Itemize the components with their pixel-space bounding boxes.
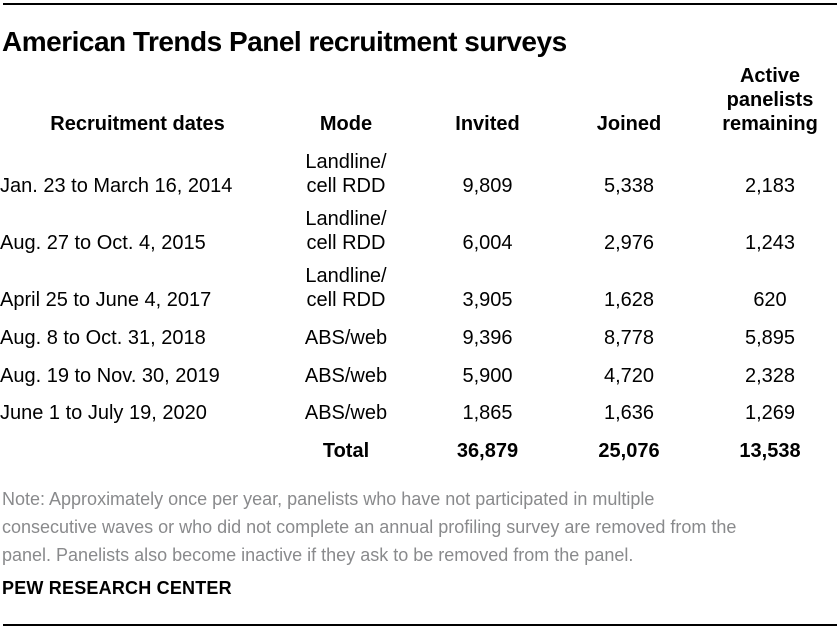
date-cell: June 1 to July 19, 2020 [0,402,207,424]
mode-line: Landline/ [305,265,387,287]
bottom-rule [3,624,837,626]
col-header-recruitment-dates: Recruitment dates [50,113,225,135]
joined-cell: 1,636 [603,402,655,424]
note-line: consecutive waves or who did not complet… [2,517,737,537]
total-joined: 25,076 [598,440,660,462]
active-cell: 620 [753,289,787,311]
invited-cell: 5,900 [462,365,513,387]
mode-line: cell RDD [306,232,386,254]
active-cell: 1,243 [744,232,796,254]
total-row: Total 36,879 25,076 13,538 [0,427,840,465]
mode-cell: Landline/ cell RDD [275,200,417,257]
date-cell: Aug. 27 to Oct. 4, 2015 [0,232,206,254]
table-row: June 1 to July 19, 2020 ABS/web 1,865 1,… [0,390,840,427]
joined-cell: 5,338 [603,175,655,197]
joined-cell: 1,628 [603,289,655,311]
note-line: Note: Approximately once per year, panel… [2,489,655,509]
active-cell: 5,895 [744,327,796,349]
invited-cell: 3,905 [462,289,513,311]
header-line: Active [739,65,801,87]
mode-cell: ABS/web [275,314,417,352]
invited-cell: 9,809 [462,175,513,197]
date-cell: April 25 to June 4, 2017 [0,289,212,311]
table-row: Aug. 27 to Oct. 4, 2015 Landline/ cell R… [0,200,840,257]
table-row: Jan. 23 to March 16, 2014 Landline/ cell… [0,138,840,200]
active-cell: 2,183 [744,175,796,197]
table-row: Aug. 19 to Nov. 30, 2019 ABS/web 5,900 4… [0,352,840,390]
table-header-row: Recruitment dates Mode Invited Joined Ac… [0,58,840,138]
date-cell: Jan. 23 to March 16, 2014 [0,175,233,197]
recruitment-table: Recruitment dates Mode Invited Joined Ac… [0,58,840,465]
active-cell: 2,328 [744,365,796,387]
top-rule [3,3,837,5]
source-credit: PEW RESEARCH CENTER [2,578,232,598]
mode-cell: Landline/ cell RDD [275,138,417,200]
page-title: American Trends Panel recruitment survey… [2,26,567,57]
mode-line: cell RDD [306,175,386,197]
date-cell: Aug. 8 to Oct. 31, 2018 [0,327,206,349]
invited-cell: 6,004 [462,232,513,254]
mode-line: ABS/web [304,327,388,349]
mode-cell: ABS/web [275,390,417,427]
total-active: 13,538 [739,440,801,462]
mode-line: Landline/ [305,151,387,173]
joined-cell: 4,720 [603,365,655,387]
active-cell: 1,269 [744,402,796,424]
header-line: remaining [722,113,818,135]
total-label: Total [322,440,370,462]
table-row: April 25 to June 4, 2017 Landline/ cell … [0,257,840,314]
mode-line: Landline/ [305,208,387,230]
invited-cell: 9,396 [462,327,513,349]
mode-line: ABS/web [304,402,388,424]
col-header-invited: Invited [455,113,520,135]
col-header-joined: Joined [596,113,662,135]
mode-cell: ABS/web [275,352,417,390]
mode-line: ABS/web [304,365,388,387]
invited-cell: 1,865 [462,402,513,424]
header-line: panelists [726,89,814,111]
col-header-mode: Mode [319,113,373,135]
date-cell: Aug. 19 to Nov. 30, 2019 [0,365,220,387]
table-note: Note: Approximately once per year, panel… [2,485,840,569]
mode-line: cell RDD [306,289,386,311]
table-row: Aug. 8 to Oct. 31, 2018 ABS/web 9,396 8,… [0,314,840,352]
joined-cell: 8,778 [603,327,655,349]
joined-cell: 2,976 [603,232,655,254]
col-header-active-panelists: Active panelists remaining [700,58,840,138]
note-line: panel. Panelists also become inactive if… [2,545,634,565]
mode-cell: Landline/ cell RDD [275,257,417,314]
total-invited: 36,879 [456,440,519,462]
total-empty-cell [0,427,275,465]
